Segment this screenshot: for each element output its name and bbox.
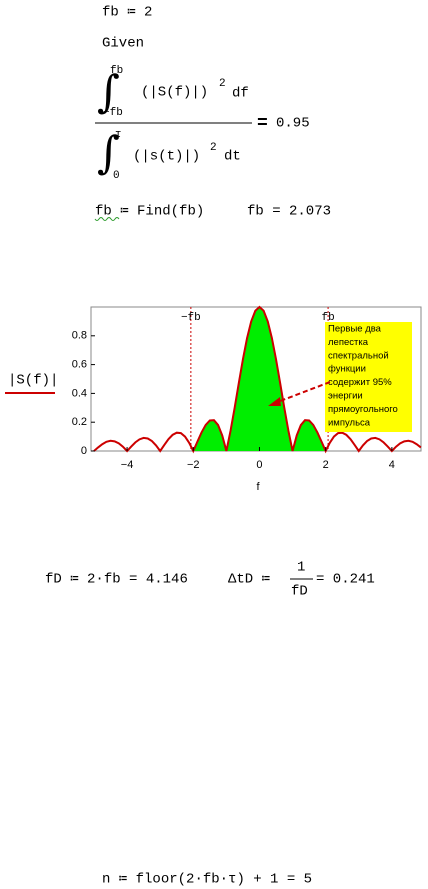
power: 2 [219, 78, 226, 90]
y-tick-label: 0.2 [72, 416, 87, 428]
y-axis-label: |S(f)| [8, 373, 58, 389]
arrow [274, 381, 331, 404]
upper-limit: τ [115, 129, 122, 141]
x-axis-label: f [256, 481, 260, 493]
result: 0.95 [276, 116, 310, 132]
y-tick-label: 0.6 [72, 359, 87, 371]
given: Given [102, 36, 144, 52]
count: n ≔ floor(2·fb·τ) + 1 = 5 [102, 872, 312, 888]
annotation-line: спектральной [328, 350, 389, 361]
lower-limit: −fb [103, 107, 123, 119]
integrand: (|s(t)|) [133, 149, 200, 165]
annotation-line: Первые два [328, 324, 382, 335]
integrand: (|S(f)|) [141, 85, 208, 101]
differential: df [232, 86, 249, 102]
lower-limit: 0 [113, 170, 120, 182]
assignment: fb ≔ 2 [102, 5, 152, 21]
filled-area [193, 307, 326, 451]
dt-num: 1 [297, 560, 305, 576]
dt-def: ΔtD ≔ [228, 572, 270, 588]
x-tick-label: 0 [256, 459, 262, 471]
integral-sign: ∫ [97, 67, 120, 118]
dt-den: fD [291, 584, 308, 600]
annotation-line: энергии [328, 391, 363, 402]
upper-limit: fb [110, 65, 123, 77]
x-tick-label: 4 [389, 459, 395, 471]
find-result: fb = 2.073 [247, 204, 331, 220]
y-tick-label: 0.4 [72, 387, 87, 399]
plot: 0 0.2 0.4 0.6 0.8 −4 −2 0 2 4 −fb fb |S(f)| f Первые д… [5, 305, 422, 493]
marker-label: fb [321, 312, 334, 324]
fd-def: fD ≔ 2·fb = 4.146 [45, 572, 188, 588]
y-tick-label: 0 [81, 445, 87, 457]
annotation-line: функции [328, 364, 366, 375]
y-tick-label: 0.8 [72, 330, 87, 342]
x-tick-label: −2 [187, 459, 200, 471]
curve [93, 305, 422, 454]
find-def: fb ≔ Find(fb) [95, 204, 204, 220]
annotation-line: прямоугольного [328, 404, 398, 415]
x-tick-label: 2 [323, 459, 329, 471]
dt-result: = 0.241 [316, 572, 375, 588]
marker-label: −fb [181, 312, 201, 324]
integral-sign: ∫ [97, 128, 120, 179]
annotation-line: содержит 95% [328, 377, 392, 388]
equals: = [257, 114, 268, 134]
annotation-box [325, 322, 412, 432]
annotation-line: лепестка [328, 337, 369, 348]
power: 2 [210, 142, 217, 154]
squiggle [94, 217, 120, 221]
differential: dt [224, 149, 241, 165]
arrow-head [268, 397, 281, 406]
x-tick-label: −4 [121, 459, 134, 471]
annotation-line: импульса [328, 417, 371, 428]
